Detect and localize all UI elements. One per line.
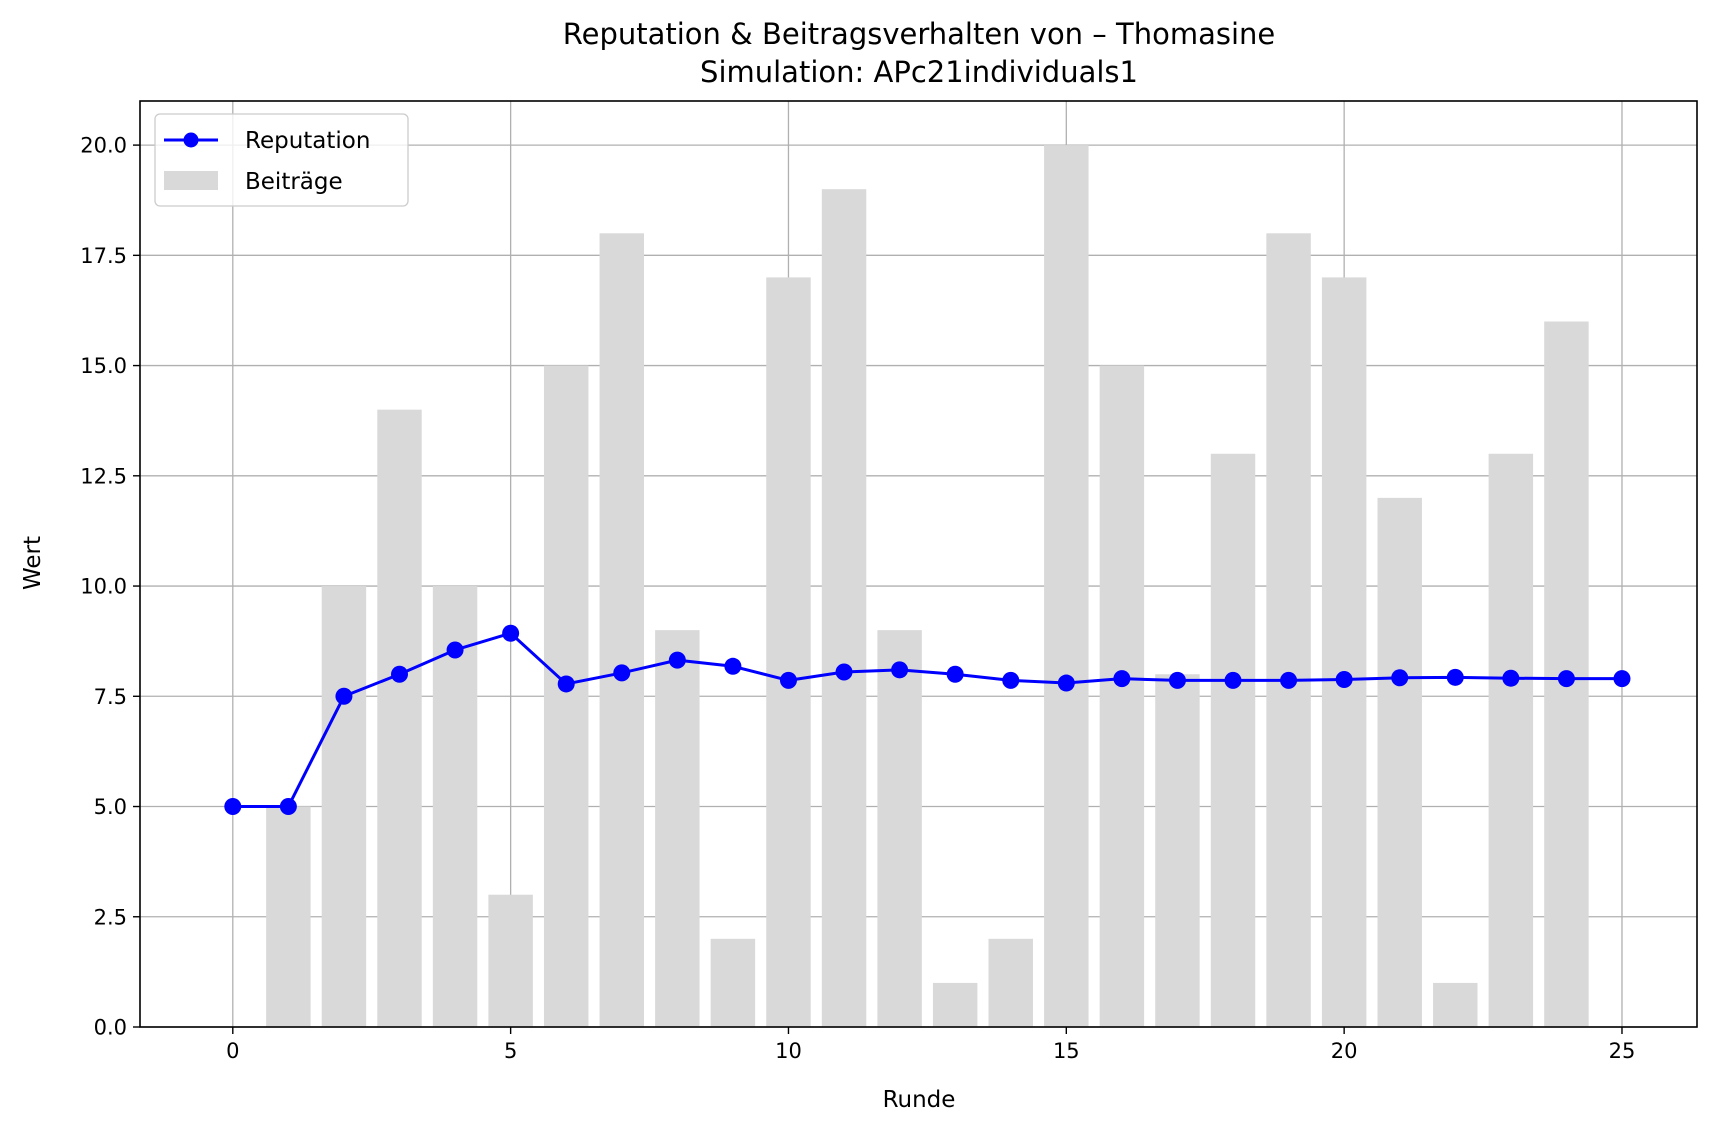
reputation-point bbox=[1224, 671, 1242, 689]
reputation-point bbox=[891, 661, 909, 679]
bar-beitraege bbox=[1377, 497, 1422, 1027]
reputation-point bbox=[1113, 670, 1131, 688]
bar-beitraege bbox=[710, 938, 756, 1027]
y-tick-label: 12.5 bbox=[80, 464, 127, 488]
bar-beitraege bbox=[932, 982, 978, 1027]
bar-beitraege bbox=[1099, 365, 1145, 1028]
reputation-point bbox=[835, 663, 853, 681]
reputation-point bbox=[724, 657, 742, 675]
reputation-point bbox=[502, 624, 520, 642]
x-axis-label: Runde bbox=[883, 1087, 956, 1113]
reputation-point bbox=[779, 671, 797, 689]
reputation-point bbox=[1335, 671, 1353, 689]
bar-beitraege bbox=[543, 365, 589, 1028]
reputation-point bbox=[1613, 670, 1631, 688]
reputation-point bbox=[1502, 669, 1520, 687]
bar-beitraege bbox=[877, 630, 922, 1027]
bar-beitraege bbox=[655, 630, 700, 1027]
reputation-point bbox=[1168, 671, 1186, 689]
chart-title: Reputation & Beitragsverhalten von – Tho… bbox=[563, 17, 1276, 51]
y-tick-label: 0.0 bbox=[94, 1016, 127, 1040]
chart-subtitle: Simulation: APc21individuals1 bbox=[700, 55, 1138, 89]
x-tick-label: 20 bbox=[1331, 1039, 1358, 1063]
plot-area-frame bbox=[139, 100, 1698, 1028]
bar-beitraege bbox=[1433, 982, 1478, 1027]
chart-legend: Reputation Beiträge bbox=[154, 113, 409, 207]
bar-beitraege bbox=[321, 586, 367, 1027]
bar-series-beitraege bbox=[266, 145, 1589, 1028]
reputation-point bbox=[446, 641, 464, 659]
y-tick-label: 15.0 bbox=[80, 354, 127, 378]
bar-beitraege bbox=[1488, 453, 1534, 1027]
reputation-point bbox=[1280, 671, 1298, 689]
bar-beitraege bbox=[488, 894, 533, 1027]
legend-bar-swatch-beitraege bbox=[164, 171, 218, 190]
x-tick-label: 0 bbox=[226, 1039, 239, 1063]
x-tick-label: 25 bbox=[1609, 1039, 1636, 1063]
y-tick-label: 5.0 bbox=[94, 795, 127, 819]
reputation-point bbox=[668, 651, 686, 669]
reputation-point bbox=[557, 675, 575, 693]
reputation-point bbox=[1557, 670, 1575, 688]
y-tick-label: 7.5 bbox=[94, 685, 127, 709]
legend-label-reputation: Reputation bbox=[245, 128, 370, 154]
legend-marker-swatch-reputation bbox=[183, 132, 199, 148]
bar-beitraege bbox=[821, 189, 867, 1027]
reputation-point bbox=[391, 665, 408, 683]
bar-beitraege bbox=[1321, 277, 1367, 1027]
bar-beitraege bbox=[766, 277, 811, 1027]
bar-beitraege bbox=[1155, 674, 1200, 1027]
x-tick-label: 15 bbox=[1053, 1039, 1080, 1063]
reputation-point bbox=[335, 687, 353, 705]
bar-beitraege bbox=[599, 233, 644, 1028]
bar-beitraege bbox=[1044, 145, 1089, 1028]
bar-beitraege bbox=[1210, 453, 1256, 1027]
x-tick-label: 5 bbox=[504, 1039, 517, 1063]
reputation-point bbox=[224, 798, 242, 816]
y-axis-ticks: 0.0 2.5 5.0 7.5 10.0 12.5 15.0 17.5 20.0 bbox=[80, 134, 140, 1040]
bar-beitraege bbox=[377, 409, 422, 1028]
reputation-line bbox=[232, 631, 1622, 809]
y-tick-label: 2.5 bbox=[94, 905, 127, 929]
bar-beitraege bbox=[266, 806, 311, 1027]
reputation-point bbox=[1057, 674, 1075, 692]
reputation-point bbox=[1391, 669, 1409, 687]
y-tick-label: 17.5 bbox=[80, 244, 127, 268]
reputation-point bbox=[1002, 671, 1020, 689]
x-axis-ticks: 0 5 10 15 20 25 bbox=[226, 1027, 1635, 1063]
bar-beitraege bbox=[1266, 233, 1311, 1028]
reputation-point bbox=[613, 664, 631, 682]
line-series-reputation bbox=[224, 624, 1631, 816]
x-tick-label: 10 bbox=[775, 1039, 802, 1063]
y-axis-label: Wert bbox=[20, 536, 46, 590]
y-tick-label: 20.0 bbox=[80, 134, 127, 158]
reputation-point bbox=[279, 798, 297, 816]
bar-beitraege bbox=[988, 938, 1033, 1027]
legend-box bbox=[154, 113, 409, 207]
y-tick-label: 10.0 bbox=[80, 575, 127, 599]
reputation-point bbox=[946, 665, 964, 683]
reputation-point bbox=[1446, 668, 1464, 686]
bar-beitraege bbox=[432, 586, 478, 1027]
legend-label-beitraege: Beiträge bbox=[245, 169, 343, 195]
